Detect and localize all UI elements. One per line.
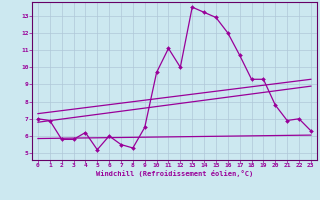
X-axis label: Windchill (Refroidissement éolien,°C): Windchill (Refroidissement éolien,°C) [96,170,253,177]
